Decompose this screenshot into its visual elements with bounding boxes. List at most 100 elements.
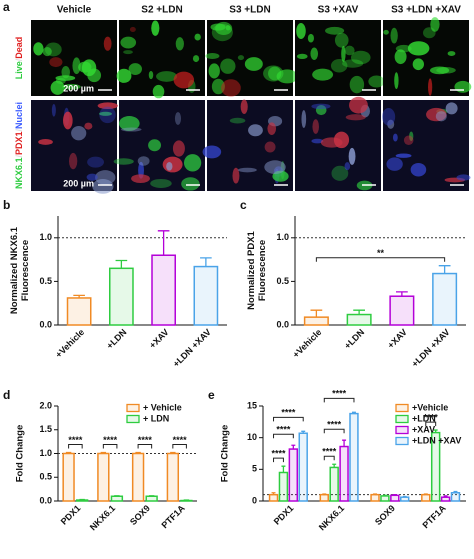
cell-cluster bbox=[312, 119, 319, 134]
error-bar bbox=[373, 493, 378, 495]
y-axis-label: Normalized PDX1 bbox=[246, 230, 257, 309]
bar bbox=[349, 412, 359, 502]
micrograph bbox=[116, 20, 205, 99]
x-tick-label: +Vehicle bbox=[53, 327, 86, 360]
y-tick-label: 0 bbox=[252, 495, 257, 505]
cell-cluster bbox=[103, 36, 112, 51]
x-tick-label: +LDN +XAV bbox=[171, 327, 213, 369]
scale-bar-label: 200 µm bbox=[63, 178, 94, 188]
cell-cluster bbox=[99, 106, 116, 124]
x-tick-label: SOX9 bbox=[373, 503, 397, 527]
cell-cluster bbox=[409, 131, 414, 142]
cell-cluster bbox=[403, 135, 414, 145]
cell-cluster bbox=[156, 71, 178, 82]
cell-cluster bbox=[202, 145, 222, 159]
x-tick-label: PTF1A bbox=[159, 503, 187, 531]
cell-cluster bbox=[61, 66, 70, 79]
y-axis-label: Fold Change bbox=[15, 425, 26, 483]
cell-cluster bbox=[445, 102, 458, 115]
significance-bracket bbox=[68, 444, 83, 449]
micrograph bbox=[205, 20, 298, 97]
cell-cluster bbox=[301, 110, 307, 128]
column-header: S3 +LDN bbox=[229, 5, 270, 16]
cell-cluster bbox=[72, 57, 81, 75]
significance-label: **** bbox=[281, 408, 296, 418]
error-bar bbox=[65, 451, 72, 454]
cell-cluster bbox=[183, 154, 202, 172]
cell-cluster bbox=[78, 61, 92, 73]
error-bar bbox=[291, 444, 296, 450]
cell-cluster bbox=[315, 105, 327, 116]
error-bar bbox=[353, 309, 366, 315]
row-label-part: Live bbox=[14, 61, 24, 79]
cell-cluster bbox=[118, 115, 140, 131]
cell-cluster bbox=[344, 162, 351, 171]
y-tick-label: 0.0 bbox=[39, 495, 52, 505]
cell-cluster bbox=[221, 79, 241, 97]
cell-cluster bbox=[350, 50, 371, 65]
significance-label: **** bbox=[424, 412, 439, 422]
cell-cluster bbox=[220, 58, 236, 74]
column-header: Vehicle bbox=[57, 5, 92, 16]
cell-cluster bbox=[296, 53, 308, 60]
x-tick-label: PDX1 bbox=[272, 503, 296, 527]
x-tick-label: +LDN +XAV bbox=[410, 327, 452, 369]
cell-cluster bbox=[232, 167, 240, 184]
y-axis-label: Fluorescence bbox=[257, 240, 268, 301]
row-label: Live/Dead bbox=[14, 37, 24, 80]
error-bar bbox=[271, 492, 276, 495]
cell-cluster bbox=[205, 52, 220, 59]
y-tick-label: 0.5 bbox=[39, 472, 52, 482]
significance-label: ** bbox=[377, 248, 385, 258]
bar bbox=[380, 495, 390, 502]
cell-cluster bbox=[394, 72, 399, 90]
cell-cluster bbox=[349, 96, 368, 114]
cell-cluster bbox=[428, 78, 433, 96]
cell-cluster bbox=[387, 119, 395, 129]
cell-cluster bbox=[148, 70, 154, 80]
micrograph bbox=[295, 20, 385, 96]
significance-label: **** bbox=[271, 449, 286, 459]
cell-cluster bbox=[166, 162, 173, 171]
legend-label: + Vehicle bbox=[143, 402, 182, 412]
bar bbox=[450, 492, 461, 502]
y-tick-label: 5 bbox=[252, 464, 257, 474]
significance-bracket bbox=[323, 397, 355, 403]
cell-cluster bbox=[92, 179, 114, 194]
significance-bracket bbox=[425, 421, 437, 427]
cell-cluster bbox=[390, 27, 398, 44]
error-bar bbox=[392, 494, 397, 496]
cell-cluster bbox=[113, 158, 134, 165]
cell-cluster bbox=[334, 32, 349, 48]
bar bbox=[166, 452, 180, 502]
cell-cluster bbox=[344, 45, 355, 56]
y-tick-label: 1.0 bbox=[39, 232, 52, 242]
cell-cluster bbox=[86, 173, 98, 181]
significance-bracket bbox=[273, 433, 294, 439]
significance-bracket bbox=[315, 257, 446, 262]
bar bbox=[421, 493, 431, 502]
panel-letter: a bbox=[3, 0, 10, 14]
cell-cluster bbox=[345, 114, 366, 121]
x-tick-label: NKX6.1 bbox=[88, 503, 117, 532]
bar bbox=[390, 494, 400, 502]
cell-cluster bbox=[237, 55, 245, 61]
cell-cluster bbox=[348, 147, 356, 165]
cell-cluster bbox=[430, 17, 440, 32]
micrograph bbox=[382, 100, 471, 191]
cell-cluster bbox=[55, 75, 76, 81]
cell-cluster bbox=[407, 41, 430, 56]
cell-cluster bbox=[87, 156, 104, 168]
cell-cluster bbox=[276, 69, 298, 84]
significance-bracket bbox=[137, 444, 153, 449]
bar bbox=[110, 495, 124, 502]
cell-cluster bbox=[341, 45, 346, 62]
cell-cluster bbox=[454, 80, 472, 93]
x-tick-label: +XAV bbox=[386, 327, 409, 350]
cell-cluster bbox=[152, 84, 165, 99]
micrograph-bg bbox=[31, 20, 117, 96]
y-tick-label: 0.0 bbox=[276, 319, 289, 329]
cell-cluster bbox=[162, 156, 183, 173]
cell-cluster bbox=[410, 162, 427, 177]
